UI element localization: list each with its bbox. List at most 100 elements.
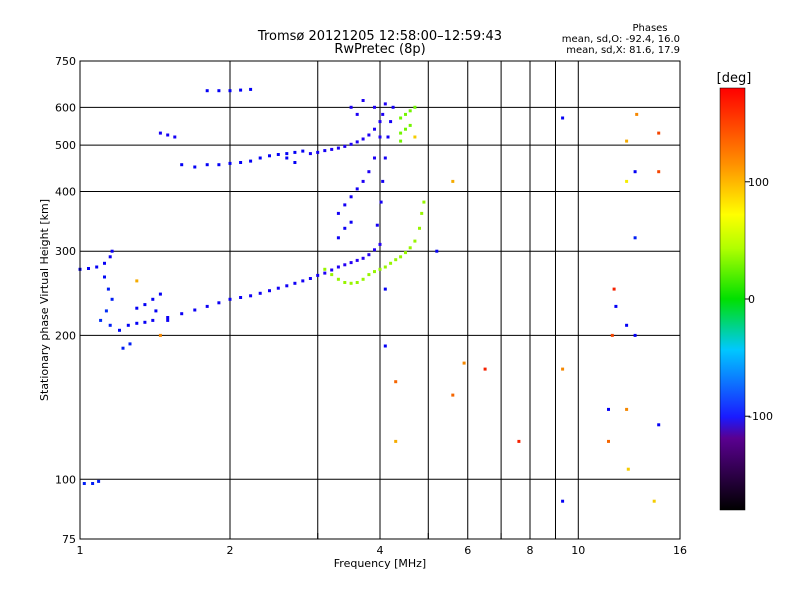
y-tick-label: 750 xyxy=(55,55,76,68)
data-point xyxy=(293,281,297,285)
data-point xyxy=(399,139,403,143)
data-point xyxy=(330,147,334,151)
data-point xyxy=(180,312,184,316)
data-point xyxy=(383,156,387,160)
data-point xyxy=(349,142,353,146)
data-point xyxy=(103,275,106,279)
stats-line-x: mean, sd,X: 81.6, 17.9 xyxy=(566,45,680,56)
data-points xyxy=(78,87,661,503)
data-point xyxy=(404,127,407,131)
data-point xyxy=(330,268,334,272)
data-point xyxy=(483,367,487,371)
data-point xyxy=(367,133,371,137)
data-point xyxy=(343,144,347,148)
x-axis-ticks: 1 2 4 6 8 10 16 xyxy=(77,533,687,557)
data-point xyxy=(126,323,130,327)
data-point xyxy=(336,146,340,150)
data-point xyxy=(413,239,417,243)
data-point xyxy=(379,200,383,204)
data-point xyxy=(355,258,359,262)
data-point xyxy=(193,165,197,169)
data-point xyxy=(108,255,112,259)
data-point xyxy=(343,281,347,284)
data-point xyxy=(361,256,365,260)
data-point xyxy=(336,236,340,240)
stats-line-o: mean, sd,O: -92.4, 16.0 xyxy=(562,34,680,45)
data-point xyxy=(193,308,197,312)
y-tick-label: 400 xyxy=(55,185,76,198)
data-point xyxy=(166,316,170,319)
data-point xyxy=(451,393,455,397)
data-point xyxy=(375,223,379,227)
data-point xyxy=(517,439,521,443)
x-axis-label: Frequency [MHz] xyxy=(334,557,426,570)
data-point xyxy=(293,150,297,154)
data-point xyxy=(228,297,232,301)
data-point xyxy=(87,267,90,270)
data-point xyxy=(625,179,629,183)
data-point xyxy=(99,318,103,322)
data-point xyxy=(349,281,353,285)
data-point xyxy=(614,304,618,308)
data-point xyxy=(97,479,101,483)
data-point xyxy=(180,163,184,167)
data-point xyxy=(435,249,439,253)
data-point xyxy=(323,271,327,275)
data-point xyxy=(361,179,365,183)
data-point xyxy=(394,439,398,443)
data-point xyxy=(657,170,661,174)
data-point xyxy=(173,135,177,139)
data-point xyxy=(355,281,359,284)
data-point xyxy=(413,135,417,139)
data-point xyxy=(316,150,320,154)
data-point xyxy=(336,277,340,281)
data-point xyxy=(217,163,221,167)
data-point xyxy=(249,294,253,298)
data-point xyxy=(607,439,610,443)
colorbar-tick-label: -100 xyxy=(748,410,773,423)
data-point xyxy=(336,265,340,269)
data-point xyxy=(378,135,382,139)
data-point xyxy=(633,170,637,174)
data-point xyxy=(378,120,382,124)
data-point xyxy=(626,467,630,471)
x-tick-label: 4 xyxy=(377,544,384,557)
data-point xyxy=(418,226,421,230)
data-point xyxy=(285,156,289,160)
data-point xyxy=(166,318,170,322)
chart-title: Tromsø 20121205 12:58:00–12:59:43 xyxy=(257,29,502,44)
data-point xyxy=(217,89,221,93)
data-point xyxy=(217,301,221,305)
data-point xyxy=(106,287,110,291)
data-point xyxy=(378,242,382,246)
data-point xyxy=(135,279,139,283)
data-point xyxy=(158,292,162,296)
data-point xyxy=(151,318,155,322)
data-point xyxy=(633,333,637,337)
data-point xyxy=(373,248,376,252)
data-point xyxy=(239,88,243,92)
data-point xyxy=(91,482,95,485)
data-point xyxy=(355,187,359,191)
data-point xyxy=(373,127,376,131)
data-point xyxy=(143,303,147,307)
colorbar-label: [deg] xyxy=(717,71,752,86)
data-point xyxy=(561,499,565,503)
data-point xyxy=(361,137,365,141)
data-point xyxy=(330,273,334,277)
data-point xyxy=(625,407,629,411)
data-point xyxy=(635,112,639,116)
data-point xyxy=(228,161,232,165)
data-point xyxy=(451,179,455,183)
data-point xyxy=(121,346,125,350)
data-point xyxy=(110,249,114,253)
data-point xyxy=(166,133,170,137)
data-point xyxy=(239,161,243,164)
data-point xyxy=(158,333,162,337)
data-point xyxy=(323,267,327,271)
data-point xyxy=(108,323,112,327)
data-point xyxy=(308,277,312,280)
data-point xyxy=(389,120,393,124)
data-point xyxy=(349,105,353,109)
